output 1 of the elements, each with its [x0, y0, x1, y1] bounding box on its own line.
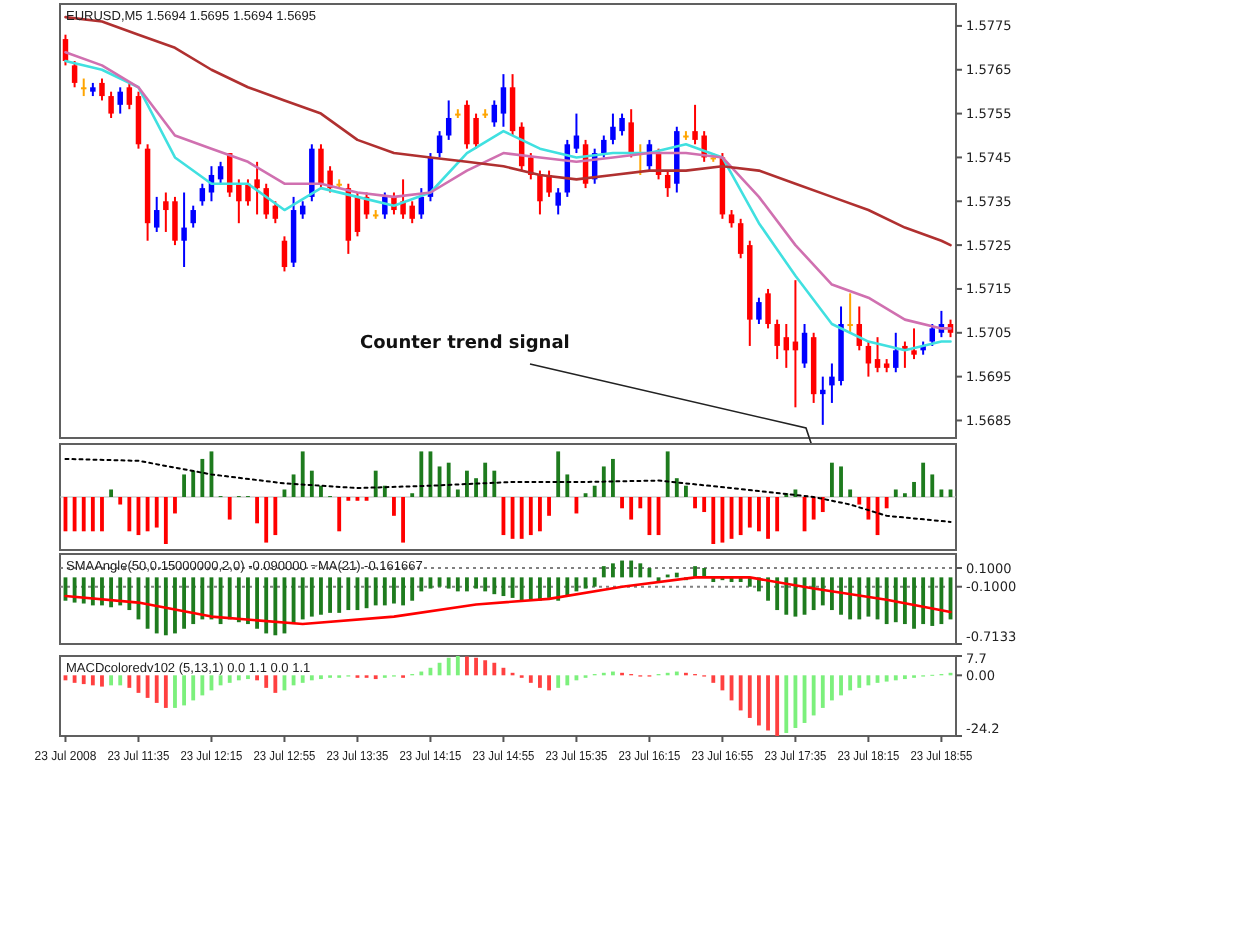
annotation: Counter trend signal	[360, 334, 570, 354]
